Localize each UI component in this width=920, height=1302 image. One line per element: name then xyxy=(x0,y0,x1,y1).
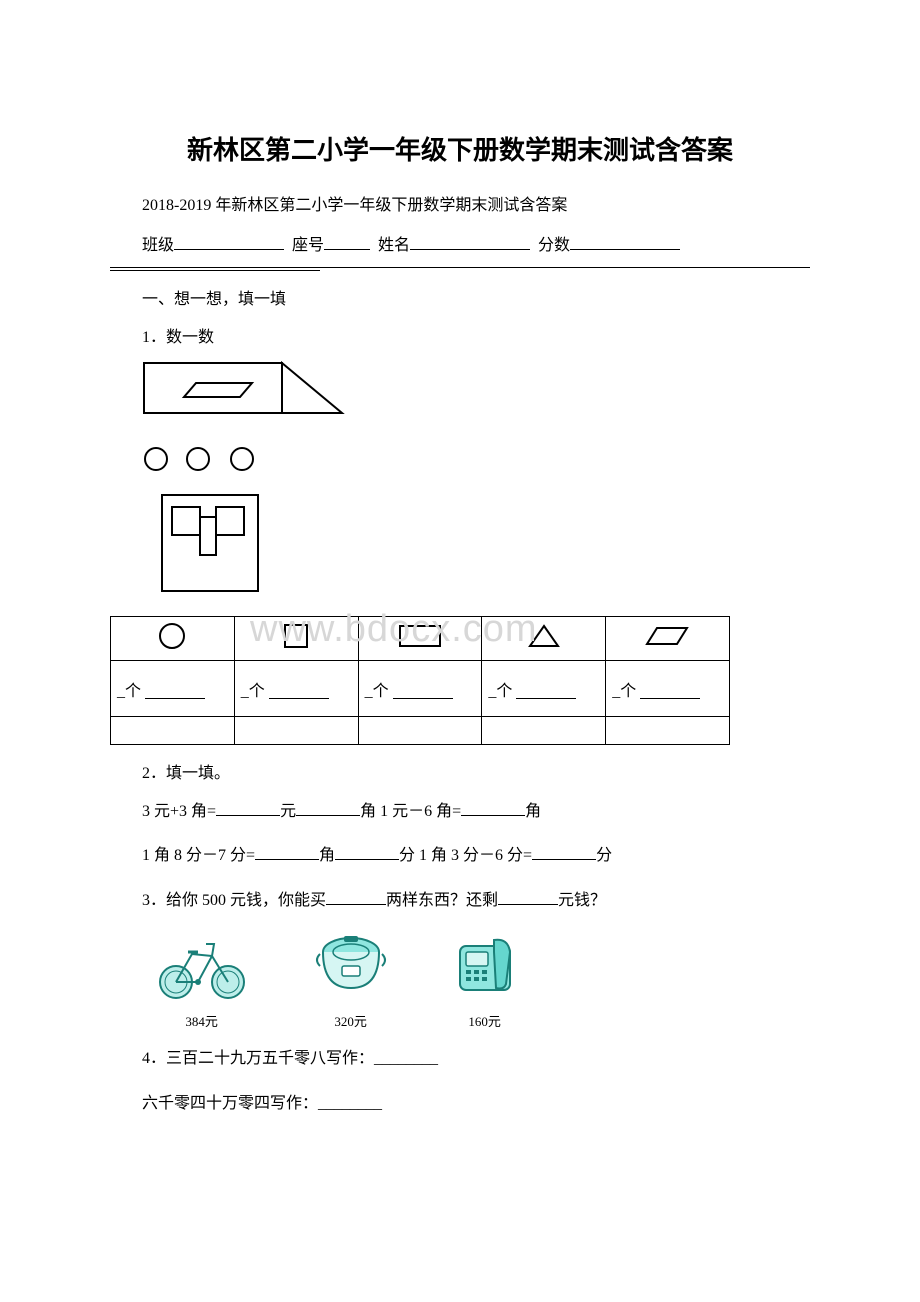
q2-line1: 3 元+3 角= 元 角 1 元－6 角= 角 xyxy=(142,797,810,827)
score-blank[interactable] xyxy=(570,232,680,250)
divider-full xyxy=(110,267,810,268)
answer-blank[interactable] xyxy=(255,842,319,860)
header-circle-icon xyxy=(111,617,235,661)
q1-label: 1．数一数 xyxy=(142,323,810,347)
shape-count-table: _个 _个 _个 _个 _个 xyxy=(110,616,730,745)
product-bicycle: 384元 xyxy=(152,930,252,1030)
count-cell[interactable]: _个 xyxy=(482,661,606,717)
page-title: 新林区第二小学一年级下册数学期末测试含答案 xyxy=(110,130,810,167)
price-label: 320元 xyxy=(312,1011,390,1030)
table-row xyxy=(111,617,730,661)
bicycle-icon xyxy=(152,930,252,1000)
q2-text: 3 元+3 角= xyxy=(142,803,216,820)
count-cell[interactable]: _个 xyxy=(606,661,730,717)
q3-line: 3．给你 500 元钱，你能买 两样东西？还剩 元钱？ xyxy=(142,886,810,916)
answer-blank[interactable] xyxy=(326,887,386,905)
q3-text: 元钱？ xyxy=(558,892,606,909)
form-line: 班级 座号 姓名 分数 xyxy=(110,231,810,255)
q4-line: 4．三百二十九万五千零八写作：________ xyxy=(142,1044,810,1074)
table-row: _个 _个 _个 _个 _个 xyxy=(111,661,730,717)
divider-short xyxy=(110,270,320,271)
price-label: 384元 xyxy=(152,1011,252,1030)
section-1-heading: 一、想一想，填一填 xyxy=(142,285,810,309)
answer-blank[interactable] xyxy=(216,798,280,816)
empty-cell xyxy=(482,717,606,745)
q2-text: 角 1 元－6 角= xyxy=(360,803,461,820)
telephone-icon xyxy=(450,930,520,1000)
header-triangle-icon xyxy=(482,617,606,661)
header-square-icon xyxy=(234,617,358,661)
product-row: 384元 320元 160元 xyxy=(152,930,810,1030)
answer-blank[interactable] xyxy=(461,798,525,816)
product-rice-cooker: 320元 xyxy=(312,930,390,1030)
answer-blank[interactable] xyxy=(335,842,399,860)
name-blank[interactable] xyxy=(410,232,530,250)
q2-text: 元 xyxy=(280,803,296,820)
figure-1 xyxy=(142,361,810,475)
empty-cell xyxy=(234,717,358,745)
name-label: 姓名 xyxy=(378,237,410,254)
q2-text: 分 xyxy=(596,847,612,864)
q2-text: 角 xyxy=(319,847,335,864)
header-parallelogram-icon xyxy=(606,617,730,661)
q2-text: 分 1 角 3 分－6 分= xyxy=(399,847,532,864)
seat-label: 座号 xyxy=(292,237,324,254)
q3-text: 两样东西？还剩 xyxy=(386,892,498,909)
empty-cell xyxy=(606,717,730,745)
price-label: 160元 xyxy=(450,1011,520,1030)
header-rectangle-icon xyxy=(358,617,482,661)
class-blank[interactable] xyxy=(174,232,284,250)
table-row xyxy=(111,717,730,745)
q3-text: 3．给你 500 元钱，你能买 xyxy=(142,892,326,909)
class-label: 班级 xyxy=(142,237,174,254)
score-label: 分数 xyxy=(538,237,570,254)
figure-2 xyxy=(142,493,810,608)
answer-blank[interactable] xyxy=(532,842,596,860)
q2-text: 1 角 8 分－7 分= xyxy=(142,847,255,864)
seat-blank[interactable] xyxy=(324,232,370,250)
q2-line2: 1 角 8 分－7 分= 角 分 1 角 3 分－6 分= 分 xyxy=(142,841,810,871)
q2-text: 角 xyxy=(525,803,541,820)
q2-label: 2．填一填。 xyxy=(142,759,810,783)
count-cell[interactable]: _个 xyxy=(111,661,235,717)
answer-blank[interactable] xyxy=(296,798,360,816)
product-telephone: 160元 xyxy=(450,930,520,1030)
q4b-line: 六千零四十万零四写作：________ xyxy=(142,1089,810,1119)
empty-cell xyxy=(111,717,235,745)
count-cell[interactable]: _个 xyxy=(358,661,482,717)
answer-blank[interactable] xyxy=(498,887,558,905)
empty-cell xyxy=(358,717,482,745)
rice-cooker-icon xyxy=(312,930,390,1000)
count-cell[interactable]: _个 xyxy=(234,661,358,717)
subtitle: 2018-2019 年新林区第二小学一年级下册数学期末测试含答案 xyxy=(110,191,810,215)
